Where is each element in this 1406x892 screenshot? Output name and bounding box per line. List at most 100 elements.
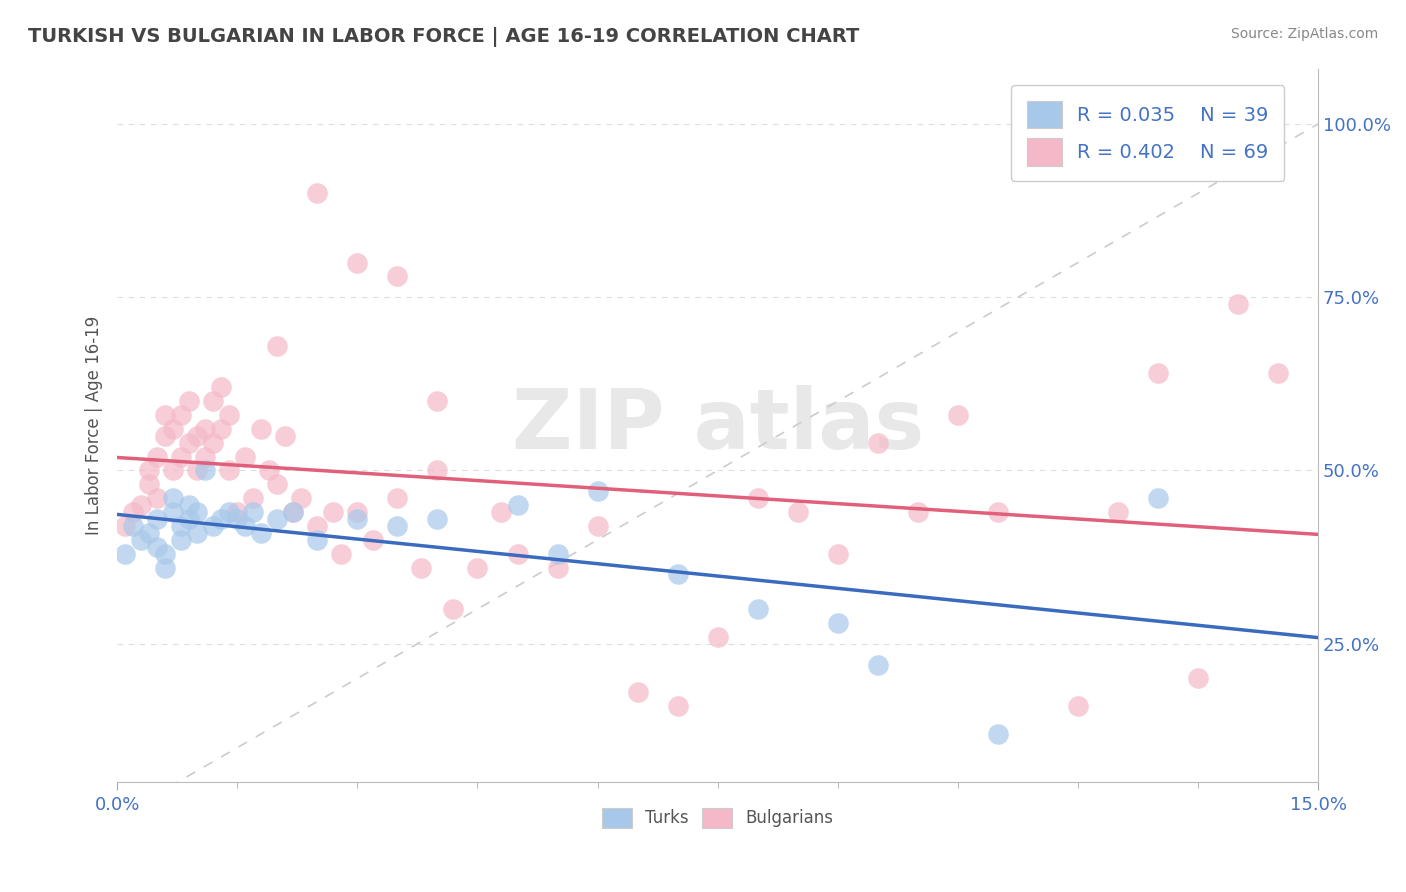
Point bbox=[1147, 491, 1170, 506]
Point bbox=[1067, 699, 1090, 714]
Point bbox=[259, 463, 281, 477]
Point bbox=[146, 512, 169, 526]
Point bbox=[467, 560, 489, 574]
Point bbox=[547, 547, 569, 561]
Point bbox=[411, 560, 433, 574]
Point bbox=[666, 699, 689, 714]
Point bbox=[186, 505, 208, 519]
Point bbox=[426, 463, 449, 477]
Point bbox=[233, 450, 256, 464]
Point bbox=[786, 505, 808, 519]
Point bbox=[666, 567, 689, 582]
Y-axis label: In Labor Force | Age 16-19: In Labor Force | Age 16-19 bbox=[86, 316, 103, 535]
Point bbox=[443, 602, 465, 616]
Point bbox=[747, 491, 769, 506]
Point bbox=[586, 519, 609, 533]
Point bbox=[186, 463, 208, 477]
Point bbox=[250, 525, 273, 540]
Point bbox=[170, 533, 193, 547]
Point bbox=[1227, 297, 1250, 311]
Point bbox=[1267, 367, 1289, 381]
Point bbox=[155, 560, 177, 574]
Point bbox=[491, 505, 513, 519]
Point bbox=[162, 463, 184, 477]
Point bbox=[162, 422, 184, 436]
Point bbox=[114, 519, 136, 533]
Point bbox=[202, 394, 225, 409]
Point bbox=[209, 422, 232, 436]
Point bbox=[250, 422, 273, 436]
Point bbox=[209, 512, 232, 526]
Point bbox=[170, 450, 193, 464]
Point bbox=[307, 186, 329, 201]
Point bbox=[170, 408, 193, 422]
Point bbox=[346, 255, 368, 269]
Point bbox=[179, 498, 201, 512]
Point bbox=[266, 339, 288, 353]
Point bbox=[209, 380, 232, 394]
Point bbox=[202, 519, 225, 533]
Point bbox=[242, 505, 264, 519]
Point bbox=[114, 547, 136, 561]
Point bbox=[346, 512, 368, 526]
Point bbox=[387, 519, 409, 533]
Point bbox=[138, 477, 160, 491]
Point bbox=[146, 491, 169, 506]
Legend: Turks, Bulgarians: Turks, Bulgarians bbox=[595, 801, 841, 835]
Point bbox=[138, 525, 160, 540]
Point bbox=[283, 505, 305, 519]
Point bbox=[155, 547, 177, 561]
Point bbox=[1187, 672, 1209, 686]
Point bbox=[307, 533, 329, 547]
Point bbox=[194, 422, 217, 436]
Point bbox=[547, 560, 569, 574]
Point bbox=[274, 429, 297, 443]
Point bbox=[155, 429, 177, 443]
Point bbox=[426, 394, 449, 409]
Point bbox=[322, 505, 344, 519]
Text: Source: ZipAtlas.com: Source: ZipAtlas.com bbox=[1230, 27, 1378, 41]
Point bbox=[179, 435, 201, 450]
Point bbox=[866, 435, 889, 450]
Point bbox=[290, 491, 312, 506]
Point bbox=[827, 615, 849, 630]
Point bbox=[233, 519, 256, 533]
Point bbox=[122, 519, 145, 533]
Text: TURKISH VS BULGARIAN IN LABOR FORCE | AGE 16-19 CORRELATION CHART: TURKISH VS BULGARIAN IN LABOR FORCE | AG… bbox=[28, 27, 859, 46]
Point bbox=[827, 547, 849, 561]
Point bbox=[506, 547, 529, 561]
Point bbox=[987, 505, 1010, 519]
Point bbox=[242, 491, 264, 506]
Point bbox=[170, 519, 193, 533]
Point bbox=[138, 463, 160, 477]
Point bbox=[186, 429, 208, 443]
Point bbox=[155, 408, 177, 422]
Point bbox=[194, 450, 217, 464]
Point bbox=[363, 533, 385, 547]
Point bbox=[586, 484, 609, 499]
Point bbox=[747, 602, 769, 616]
Point bbox=[283, 505, 305, 519]
Point bbox=[266, 512, 288, 526]
Point bbox=[1147, 367, 1170, 381]
Point bbox=[346, 505, 368, 519]
Point bbox=[202, 435, 225, 450]
Point bbox=[226, 505, 249, 519]
Point bbox=[946, 408, 969, 422]
Point bbox=[122, 505, 145, 519]
Point bbox=[162, 505, 184, 519]
Point bbox=[387, 269, 409, 284]
Point bbox=[426, 512, 449, 526]
Point bbox=[706, 630, 728, 644]
Point bbox=[226, 512, 249, 526]
Point bbox=[194, 463, 217, 477]
Point bbox=[218, 463, 240, 477]
Text: ZIP atlas: ZIP atlas bbox=[512, 385, 924, 466]
Point bbox=[146, 450, 169, 464]
Point bbox=[907, 505, 929, 519]
Point bbox=[129, 498, 152, 512]
Point bbox=[307, 519, 329, 533]
Point bbox=[266, 477, 288, 491]
Point bbox=[987, 727, 1010, 741]
Point bbox=[866, 657, 889, 672]
